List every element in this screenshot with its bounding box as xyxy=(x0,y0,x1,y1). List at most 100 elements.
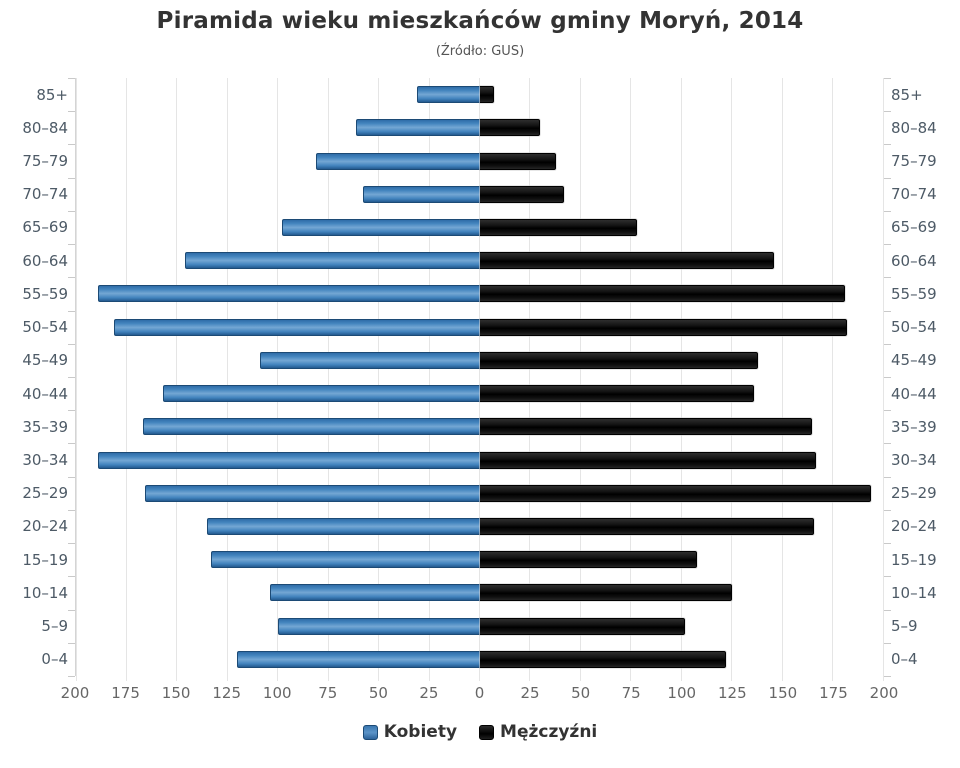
axis-tick-left xyxy=(68,244,75,246)
pyramid-row xyxy=(76,510,883,543)
axis-tick-left xyxy=(68,443,75,445)
pyramid-row xyxy=(76,477,883,510)
axis-tick-left xyxy=(68,642,75,644)
x-axis-tick-label: 75 xyxy=(318,684,338,702)
male-bar xyxy=(479,650,726,668)
age-label-left: 60–64 xyxy=(22,251,68,270)
male-bar xyxy=(479,152,557,170)
legend: Kobiety Mężczyźni xyxy=(0,722,960,742)
axis-tick-left xyxy=(68,310,75,312)
female-half xyxy=(76,377,480,410)
female-bar xyxy=(316,152,480,170)
male-bar xyxy=(479,185,565,203)
male-half xyxy=(479,344,884,377)
pyramid-row xyxy=(76,244,883,277)
age-axis-left: 85+ 80–84 75–79 70–74 65–69 60–64 55–59 50–54 45… xyxy=(0,78,68,676)
female-bar xyxy=(237,650,480,668)
male-bar xyxy=(479,385,754,403)
male-bar xyxy=(479,218,637,236)
male-bar xyxy=(479,252,775,270)
pyramid-row xyxy=(76,410,883,443)
legend-item-kobiety[interactable]: Kobiety xyxy=(362,722,458,742)
pyramid-row xyxy=(76,144,883,177)
gridline xyxy=(680,78,682,681)
male-half xyxy=(479,610,884,643)
gridline xyxy=(781,78,783,681)
x-axis-tick-label: 150 xyxy=(161,684,191,702)
male-half xyxy=(479,510,884,543)
female-bar xyxy=(98,285,480,303)
age-label-left: 0–4 xyxy=(41,650,68,669)
age-label-left: 25–29 xyxy=(22,484,68,503)
female-half xyxy=(76,543,480,576)
x-axis-tick-label: 175 xyxy=(111,684,140,702)
age-label-right: 80–84 xyxy=(891,118,937,137)
gridline xyxy=(176,78,178,681)
male-bar xyxy=(479,418,813,436)
age-label-right: 15–19 xyxy=(891,550,937,569)
female-bar xyxy=(356,119,480,137)
axis-tick-right xyxy=(884,78,891,79)
gridline xyxy=(630,78,632,681)
axis-tick-right xyxy=(884,410,891,412)
age-label-left: 65–69 xyxy=(22,218,68,237)
female-bar xyxy=(98,451,480,469)
male-half xyxy=(479,643,884,676)
age-label-left: 20–24 xyxy=(22,517,68,536)
male-bar xyxy=(479,351,758,369)
female-half xyxy=(76,443,480,476)
x-axis-tick-label: 50 xyxy=(571,684,591,702)
chart-title: Piramida wieku mieszkańców gminy Moryń, … xyxy=(156,8,804,34)
pyramid-row xyxy=(76,277,883,310)
male-half xyxy=(479,543,884,576)
female-legend-label: Kobiety xyxy=(383,722,458,742)
female-half xyxy=(76,643,480,676)
x-axis-tick-label: 125 xyxy=(212,684,242,702)
male-half xyxy=(479,211,884,244)
age-label-right: 40–44 xyxy=(891,384,937,403)
male-half xyxy=(479,410,884,443)
pyramid-row xyxy=(76,610,883,643)
axis-tick-right xyxy=(884,210,891,212)
age-label-left: 50–54 xyxy=(22,318,68,337)
male-half xyxy=(479,244,884,277)
gridline xyxy=(378,78,380,681)
female-bar xyxy=(277,617,480,635)
female-half xyxy=(76,111,480,144)
female-bar xyxy=(142,418,480,436)
axis-tick-right xyxy=(884,642,891,644)
gridline xyxy=(75,78,77,681)
axis-tick-right xyxy=(884,377,891,378)
axis-tick-right xyxy=(884,310,891,312)
male-half xyxy=(479,111,884,144)
female-bar xyxy=(184,252,480,270)
gridline xyxy=(529,78,531,681)
age-label-left: 15–19 xyxy=(22,550,68,569)
gridline xyxy=(832,78,834,681)
female-half xyxy=(76,144,480,177)
axis-tick-right xyxy=(884,676,891,677)
female-half xyxy=(76,244,480,277)
age-label-right: 35–39 xyxy=(891,417,937,436)
female-bar xyxy=(269,584,480,602)
male-half xyxy=(479,78,884,111)
axis-tick-left xyxy=(68,277,75,279)
x-axis-tick-label: 100 xyxy=(667,684,697,702)
gridline xyxy=(479,78,480,681)
axis-tick-left xyxy=(68,78,75,79)
gridline xyxy=(428,78,430,681)
legend-item-mezczyzni[interactable]: Mężczyźni xyxy=(479,722,597,742)
female-half xyxy=(76,211,480,244)
age-label-left: 40–44 xyxy=(22,384,68,403)
gridline xyxy=(327,78,329,681)
age-label-right: 85+ xyxy=(891,85,923,104)
age-label-left: 85+ xyxy=(36,85,68,104)
axis-tick-right xyxy=(884,509,891,511)
gridline xyxy=(277,78,279,681)
axis-tick-left xyxy=(68,676,75,677)
male-half xyxy=(479,576,884,609)
age-label-left: 75–79 xyxy=(22,152,68,171)
age-label-right: 50–54 xyxy=(891,318,937,337)
axis-tick-right xyxy=(884,443,891,445)
